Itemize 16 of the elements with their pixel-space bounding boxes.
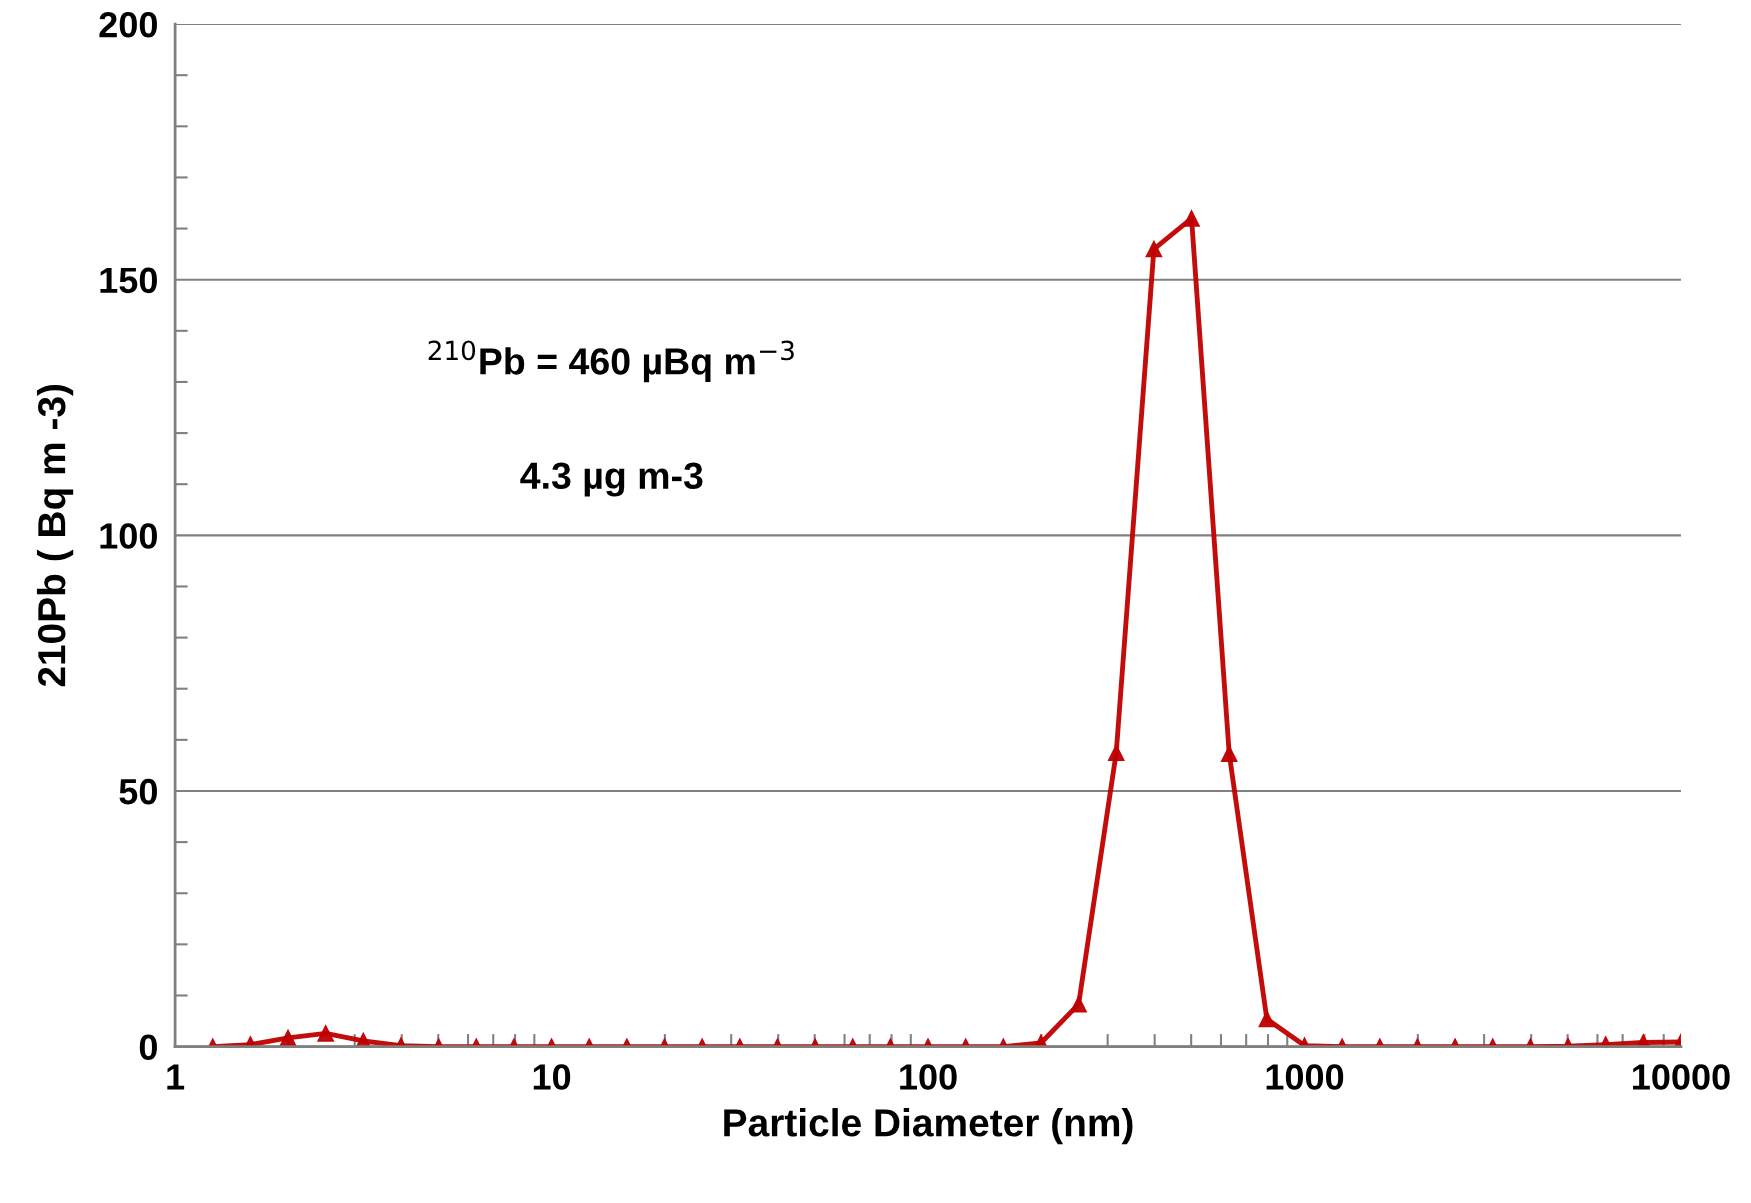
x-tick-label: 1000 [1266, 1064, 1344, 1090]
x-tick-label: 10000 [1633, 1064, 1730, 1090]
x-tick-label: 10 [533, 1064, 571, 1090]
y-tick-label: 200 [99, 11, 157, 38]
point [1145, 240, 1163, 258]
y-tick-label: 0 [139, 1034, 157, 1061]
annotation: $^{210}$Pb = 460 µBq m$^{−3}$ [428, 340, 794, 383]
annotation: 4.3 µg m-3 [520, 462, 703, 497]
x-tick-label: 1 [167, 1064, 185, 1090]
y-tick-label: 100 [100, 523, 157, 549]
x-axis-title: Particle Diameter (nm) [724, 1108, 1133, 1145]
y-tick-label: 150 [100, 267, 157, 294]
x-tick-label: 100 [900, 1064, 957, 1090]
y-tick-label: 50 [119, 778, 157, 805]
y-axis-title: 210Pb ( Bq m -3) [36, 384, 74, 687]
point [1183, 210, 1200, 227]
